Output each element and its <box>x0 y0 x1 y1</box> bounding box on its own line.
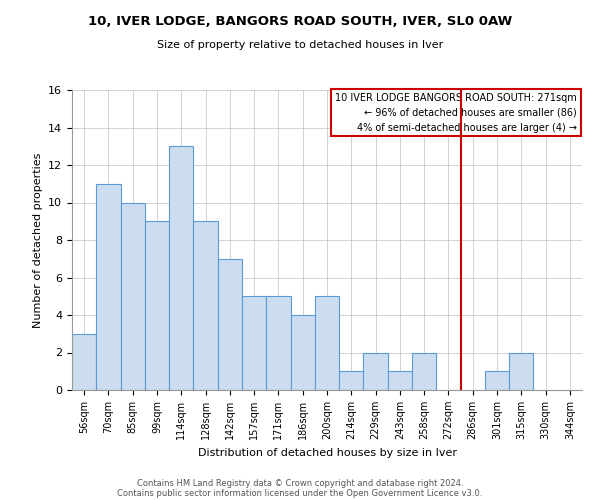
Bar <box>339 371 364 390</box>
Bar <box>242 296 266 390</box>
Text: Contains HM Land Registry data © Crown copyright and database right 2024.: Contains HM Land Registry data © Crown c… <box>137 478 463 488</box>
Y-axis label: Number of detached properties: Number of detached properties <box>32 152 43 328</box>
Bar <box>290 315 315 390</box>
Bar <box>485 371 509 390</box>
Bar <box>193 221 218 390</box>
X-axis label: Distribution of detached houses by size in Iver: Distribution of detached houses by size … <box>197 448 457 458</box>
Bar <box>266 296 290 390</box>
Text: 10, IVER LODGE, BANGORS ROAD SOUTH, IVER, SL0 0AW: 10, IVER LODGE, BANGORS ROAD SOUTH, IVER… <box>88 15 512 28</box>
Bar <box>388 371 412 390</box>
Text: 10 IVER LODGE BANGORS ROAD SOUTH: 271sqm
← 96% of detached houses are smaller (8: 10 IVER LODGE BANGORS ROAD SOUTH: 271sqm… <box>335 93 577 132</box>
Text: Size of property relative to detached houses in Iver: Size of property relative to detached ho… <box>157 40 443 50</box>
Bar <box>364 352 388 390</box>
Bar <box>509 352 533 390</box>
Bar <box>72 334 96 390</box>
Bar <box>169 146 193 390</box>
Bar <box>218 259 242 390</box>
Bar <box>145 221 169 390</box>
Bar <box>412 352 436 390</box>
Bar <box>315 296 339 390</box>
Text: Contains public sector information licensed under the Open Government Licence v3: Contains public sector information licen… <box>118 488 482 498</box>
Bar <box>96 184 121 390</box>
Bar <box>121 202 145 390</box>
